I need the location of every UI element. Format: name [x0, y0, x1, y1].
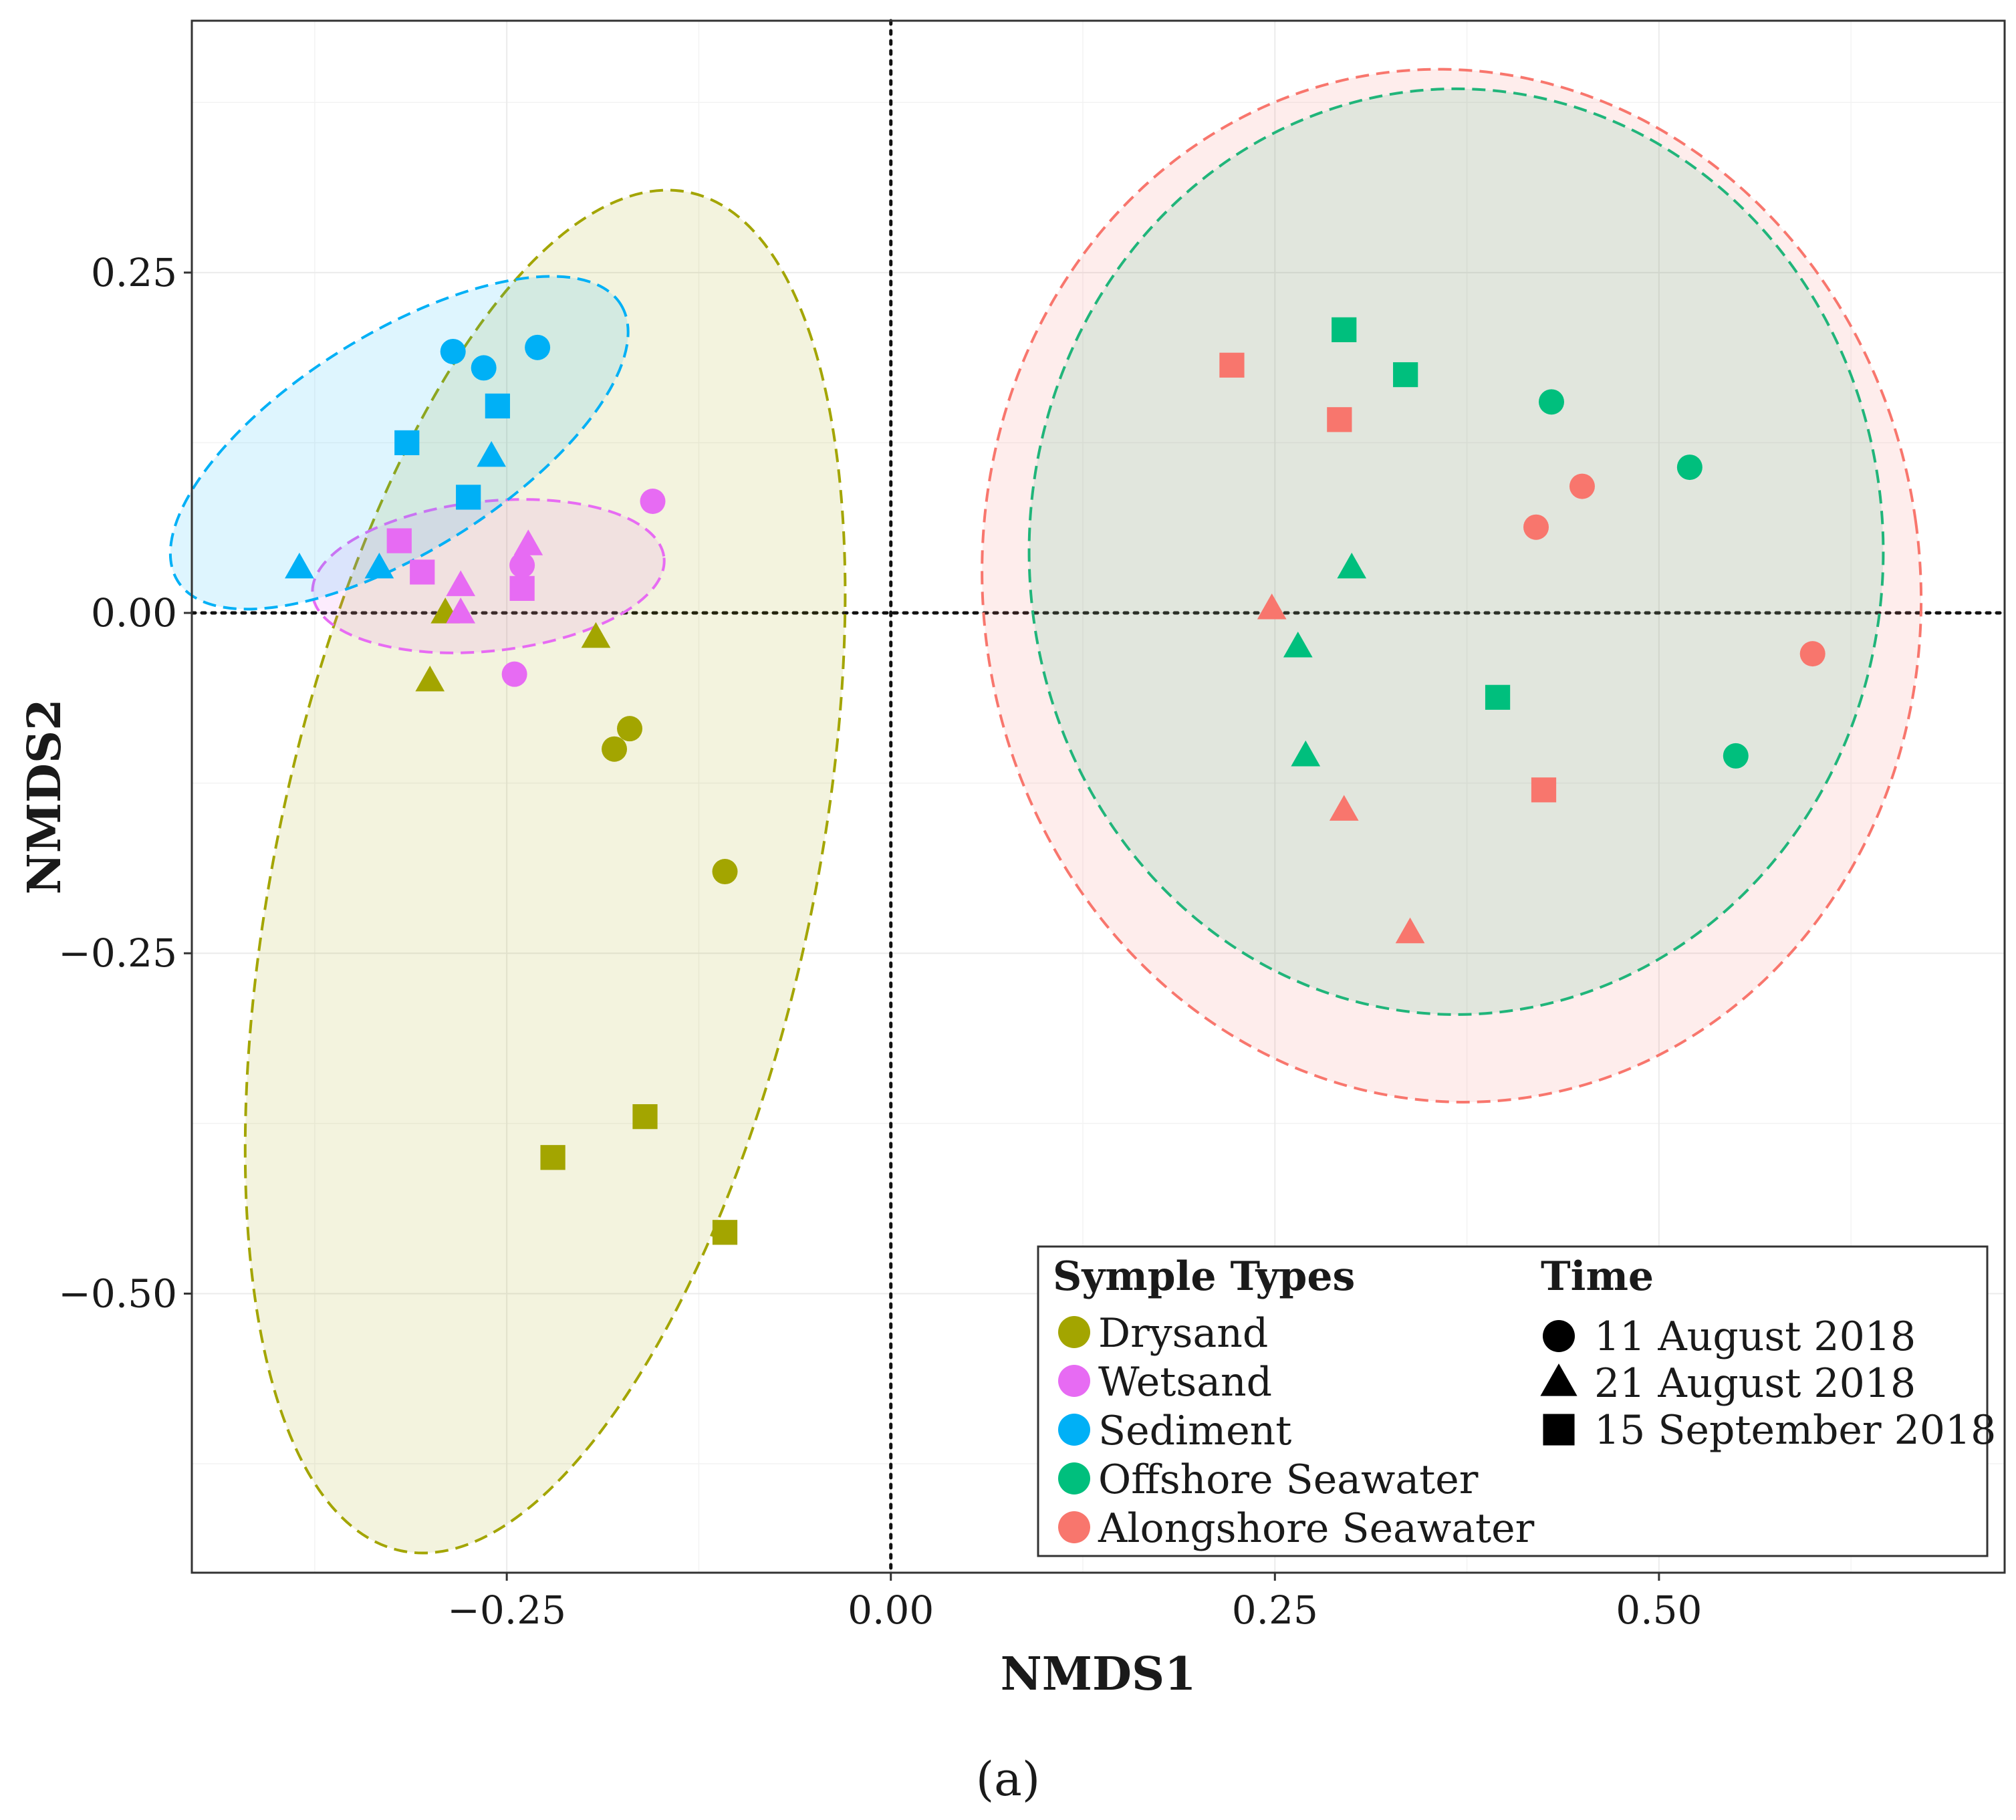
- point-alongshore-seawater-triangle: [1257, 593, 1287, 620]
- legend-types-title: Symple Types: [1053, 1253, 1355, 1300]
- reference-lines: [190, 19, 2007, 1575]
- legend-label: Alongshore Seawater: [1098, 1505, 1535, 1552]
- point-alongshore-seawater-circle: [1523, 514, 1549, 540]
- legend-key-alongshore-seawater: [1058, 1511, 1090, 1543]
- legend-time-label: 21 August 2018: [1594, 1360, 1916, 1407]
- point-drysand-circle: [602, 736, 628, 762]
- point-offshore-seawater-square: [1332, 317, 1357, 342]
- point-offshore-seawater-circle: [1676, 454, 1703, 481]
- point-drysand-triangle: [581, 622, 611, 648]
- x-tick-label: 0.00: [848, 1587, 934, 1633]
- axis-ticks: −0.25 0.00 0.25 0.50 0.25 0.00 −0.25 −0.50: [58, 250, 1702, 1633]
- point-wetsand-triangle: [446, 570, 476, 596]
- point-drysand-square: [632, 1104, 658, 1130]
- point-alongshore-seawater-triangle: [1395, 917, 1425, 944]
- point-offshore-seawater-triangle: [1283, 631, 1313, 658]
- point-wetsand-triangle: [446, 598, 476, 624]
- legend-time-label: 11 August 2018: [1594, 1313, 1916, 1360]
- point-drysand-square: [712, 1220, 738, 1245]
- point-wetsand-square: [410, 559, 435, 585]
- legend: Symple Types Time DrysandWetsandSediment…: [1037, 1245, 1996, 1557]
- data-points: [285, 317, 1825, 1245]
- point-sediment-square: [456, 485, 481, 510]
- confidence-ellipses: [168, 68, 1923, 1555]
- legend-label: Wetsand: [1098, 1359, 1272, 1406]
- point-offshore-seawater-circle: [1539, 389, 1564, 415]
- x-tick-label: −0.25: [447, 1587, 566, 1633]
- legend-label: Offshore Seawater: [1098, 1456, 1479, 1503]
- point-alongshore-seawater-triangle: [1329, 795, 1359, 821]
- point-sediment-triangle: [477, 440, 507, 467]
- point-offshore-seawater-square: [1485, 684, 1511, 710]
- point-sediment-square: [485, 393, 510, 419]
- legend-time-title: Time: [1541, 1253, 1654, 1300]
- legend-key-offshore-seawater: [1058, 1462, 1090, 1494]
- x-tick-label: 0.25: [1232, 1587, 1318, 1633]
- point-drysand-triangle: [415, 665, 445, 692]
- point-wetsand-square: [386, 528, 412, 553]
- legend-key-triangle-icon: [1540, 1363, 1578, 1396]
- point-wetsand-square: [509, 575, 535, 601]
- x-axis-title: NMDS1: [1001, 1648, 1196, 1701]
- point-offshore-seawater-circle: [1723, 743, 1749, 769]
- y-tick-label: 0.00: [91, 590, 177, 636]
- plot-panel-border: [191, 19, 2006, 1574]
- point-sediment-square: [394, 430, 420, 456]
- x-tick-label: 0.50: [1616, 1587, 1702, 1633]
- point-sediment-triangle: [364, 552, 394, 579]
- point-alongshore-seawater-square: [1531, 777, 1557, 803]
- ellipse-alongshore-seawater: [981, 68, 1923, 1103]
- legend-key-wetsand: [1058, 1365, 1090, 1397]
- y-tick-label: −0.50: [58, 1271, 177, 1316]
- y-tick-label: −0.25: [58, 930, 177, 976]
- point-drysand-square: [540, 1145, 565, 1170]
- point-sediment-triangle: [285, 552, 314, 579]
- legend-box: [1037, 1245, 1989, 1557]
- point-wetsand-triangle: [513, 529, 543, 555]
- legend-key-drysand: [1058, 1316, 1090, 1348]
- ellipse-offshore-seawater: [1027, 87, 1885, 1016]
- point-alongshore-seawater-square: [1327, 407, 1352, 432]
- point-sediment-circle: [525, 334, 551, 360]
- point-offshore-seawater-triangle: [1291, 740, 1321, 767]
- point-wetsand-circle: [640, 489, 666, 515]
- legend-key-square-icon: [1543, 1414, 1575, 1446]
- point-offshore-seawater-square: [1393, 362, 1418, 388]
- point-alongshore-seawater-circle: [1569, 473, 1595, 499]
- point-drysand-circle: [617, 716, 643, 742]
- point-alongshore-seawater-circle: [1799, 641, 1825, 667]
- legend-label: Drysand: [1098, 1310, 1268, 1357]
- point-wetsand-circle: [509, 552, 535, 578]
- point-sediment-circle: [440, 338, 466, 364]
- y-axis-title: NMDS2: [18, 699, 72, 895]
- point-offshore-seawater-triangle: [1337, 552, 1367, 579]
- point-alongshore-seawater-square: [1219, 352, 1245, 378]
- point-wetsand-circle: [501, 661, 527, 687]
- point-drysand-circle: [712, 859, 738, 885]
- legend-label: Sediment: [1098, 1408, 1291, 1454]
- y-tick-label: 0.25: [91, 250, 177, 295]
- legend-time-label: 15 September 2018: [1594, 1407, 1996, 1454]
- panel-label: (a): [976, 1752, 1040, 1807]
- legend-key-sediment: [1058, 1414, 1090, 1446]
- point-sediment-circle: [471, 355, 497, 381]
- legend-key-circle-icon: [1543, 1320, 1575, 1352]
